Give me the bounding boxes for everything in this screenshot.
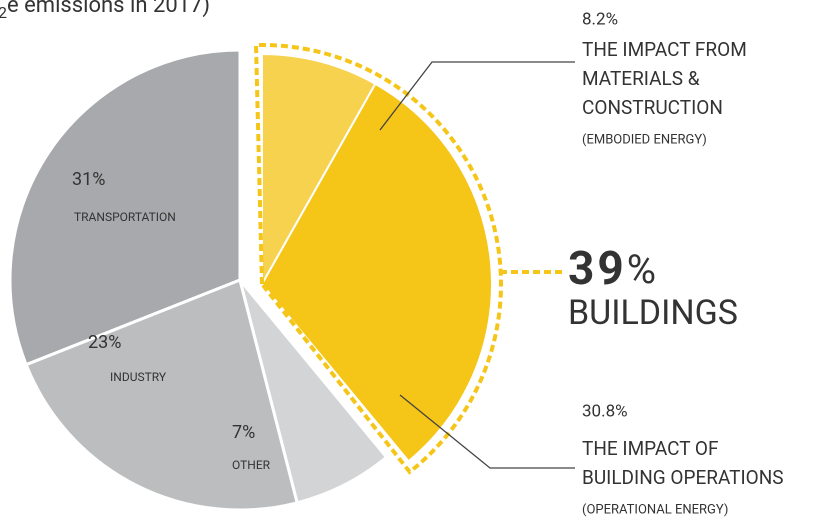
buildings-total: 39%	[568, 242, 656, 296]
leader-line	[399, 394, 575, 469]
embodied-line: MATERIALS &	[582, 67, 700, 90]
slice-category-label: INDUSTRY	[110, 370, 167, 384]
buildings-outline	[253, 43, 503, 475]
embodied-note: (EMBODIED ENERGY)	[582, 132, 707, 147]
operational-value-label: 30.8%	[582, 401, 628, 421]
buildings-label: BUILDINGS	[568, 293, 738, 333]
pie-slice	[24, 277, 300, 512]
buildings-unit: %	[627, 246, 656, 293]
pie-slice	[260, 82, 493, 463]
embodied-line: CONSTRUCTION	[582, 96, 723, 119]
slice-value-label: 23%	[88, 332, 121, 353]
operational-line: BUILDING OPERATIONS	[582, 466, 784, 489]
slice-category-label: TRANSPORTATION	[74, 210, 176, 224]
title-text: e emissions in 2017)	[7, 0, 210, 18]
embodied-line: THE IMPACT FROM	[582, 38, 747, 61]
slice-category-label: OTHER	[232, 458, 271, 472]
slice-value-label: 31%	[72, 169, 105, 190]
pie-slice	[8, 48, 242, 367]
chart-title: 2e emissions in 2017)	[0, 0, 210, 22]
title-subscript: 2	[0, 3, 7, 22]
leader-line	[379, 61, 575, 131]
pie-slice	[238, 279, 389, 505]
buildings-value: 39	[568, 242, 627, 296]
operational-line: THE IMPACT OF	[582, 437, 719, 460]
pie-slice	[261, 52, 377, 288]
operational-note: (OPERATIONAL ENERGY)	[582, 502, 728, 517]
slice-value-label: 7%	[232, 422, 255, 443]
embodied-value-label: 8.2%	[582, 9, 618, 29]
